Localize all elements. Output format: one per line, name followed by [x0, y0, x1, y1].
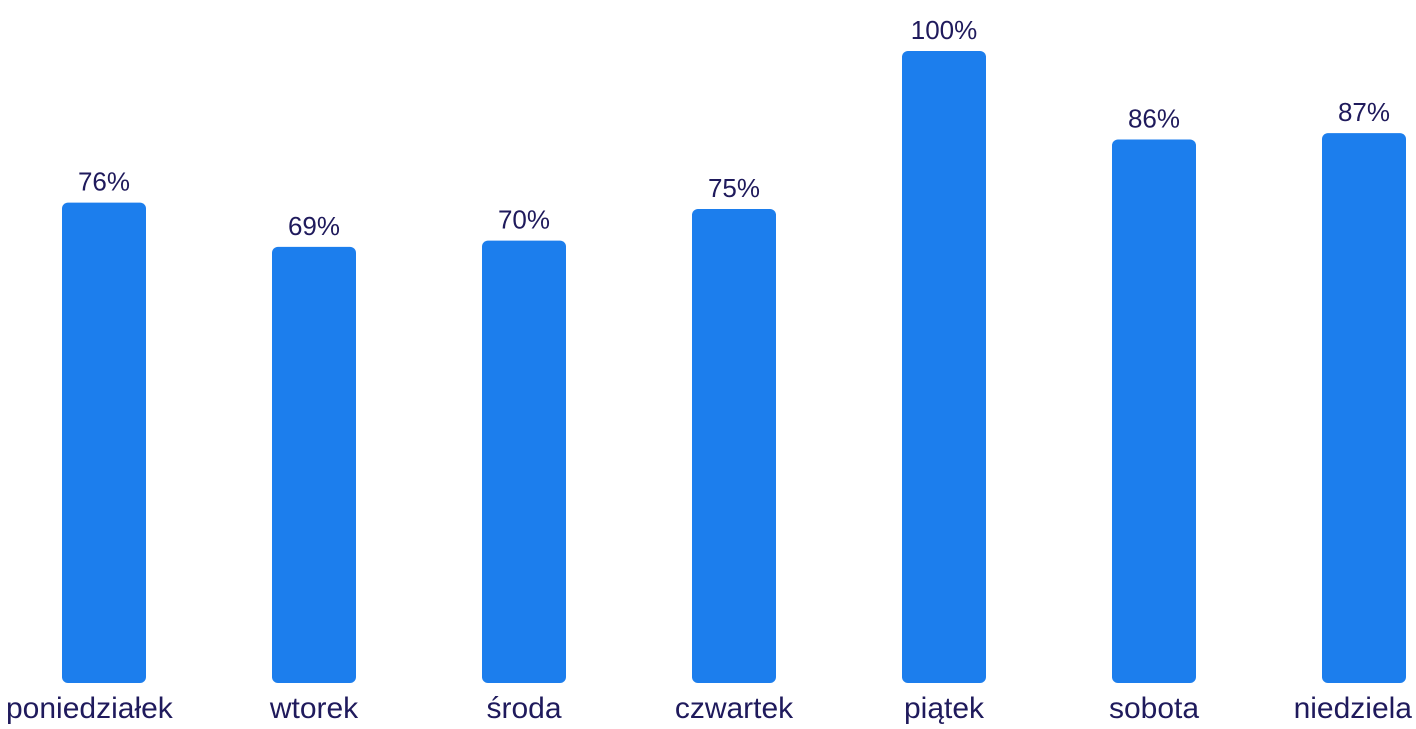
value-label-poniedzialek: 76%: [78, 167, 130, 197]
bar-wtorek: [272, 246, 356, 684]
category-label-sroda: środa: [486, 692, 561, 724]
value-label-sobota: 86%: [1128, 103, 1180, 133]
category-label-wtorek: wtorek: [269, 692, 359, 724]
value-label-sroda: 70%: [498, 205, 550, 235]
category-label-sobota: sobota: [1109, 692, 1199, 724]
category-label-piatek: piątek: [904, 692, 985, 724]
value-label-piatek: 100%: [911, 15, 978, 45]
category-labels-group: poniedziałek wtorek środa czwartek piątek sob…: [6, 692, 1413, 725]
value-label-niedziela: 87%: [1338, 97, 1390, 127]
bar-poniedzialek: [62, 202, 146, 683]
bar-sobota: [1112, 139, 1196, 684]
bar-sroda: [482, 240, 566, 683]
category-label-poniedzialek: poniedziałek: [6, 692, 174, 724]
bars-group: [62, 51, 1406, 684]
bar-piatek: [902, 51, 986, 683]
bar-czwartek: [692, 209, 776, 683]
bar-niedziela: [1322, 133, 1406, 683]
category-label-czwartek: czwartek: [675, 692, 794, 724]
value-label-czwartek: 75%: [708, 173, 760, 203]
category-label-niedziela: niedziela: [1294, 692, 1413, 724]
value-labels-group: 76% 69% 70% 75% 100% 86% 87%: [78, 15, 1390, 241]
value-label-wtorek: 69%: [288, 211, 340, 241]
